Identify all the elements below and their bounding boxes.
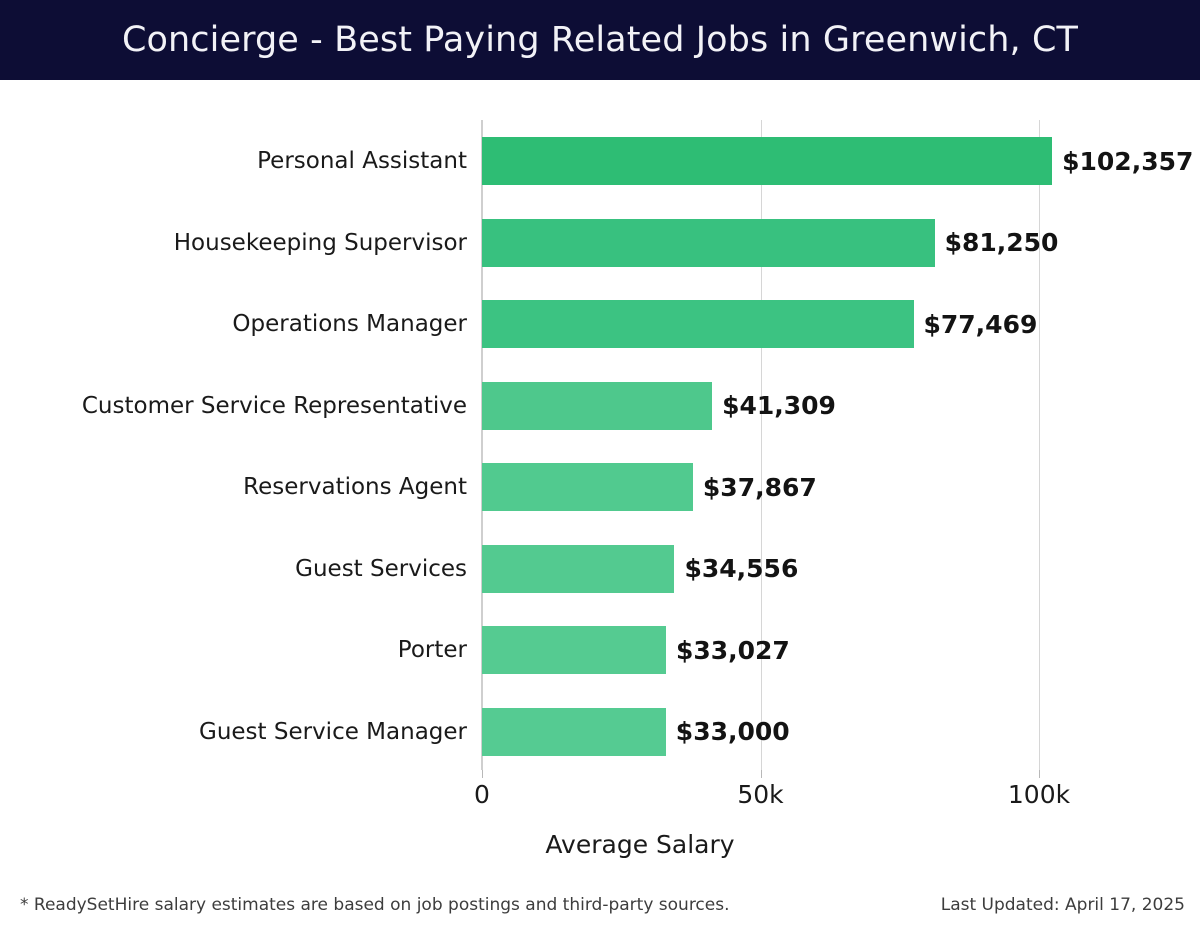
bar-category-label: Reservations Agent (243, 474, 467, 500)
footer-disclaimer: * ReadySetHire salary estimates are base… (20, 895, 730, 915)
x-tick-label: 0 (474, 780, 490, 809)
bar-category-label: Operations Manager (232, 311, 467, 337)
x-tick-mark (760, 770, 762, 778)
x-gridline (760, 120, 762, 770)
bar-value-label: $37,867 (702, 472, 817, 502)
bar-category-label: Guest Service Manager (199, 718, 467, 745)
bar[interactable] (482, 218, 935, 267)
bar-row[interactable]: Housekeeping Supervisor $81,250 (0, 202, 1200, 284)
bar[interactable] (482, 137, 1053, 185)
bar-row[interactable]: Customer Service Representative $41,309 (0, 365, 1200, 447)
bar-category-label: Customer Service Representative (81, 392, 467, 419)
bar-category-label: Porter (397, 637, 467, 663)
bar-row[interactable]: Reservations Agent $37,867 (0, 446, 1200, 528)
chart-footer: * ReadySetHire salary estimates are base… (0, 895, 1200, 940)
bar[interactable] (482, 544, 675, 593)
bar-value-label: $34,556 (684, 554, 799, 583)
bar-value-label: $33,000 (675, 717, 790, 746)
bar-row[interactable]: Guest Services $34,556 (0, 528, 1200, 610)
chart-header-band: Concierge - Best Paying Related Jobs in … (0, 0, 1200, 80)
y-axis-spine (481, 120, 483, 770)
x-axis-title: Average Salary (0, 830, 1200, 859)
bar[interactable] (482, 463, 693, 511)
bar[interactable] (482, 381, 713, 430)
bar-row[interactable]: Guest Service Manager $33,000 (0, 691, 1200, 773)
x-gridline (1039, 120, 1040, 770)
x-tick-mark (1039, 770, 1040, 778)
bar-value-label: $33,027 (675, 635, 790, 665)
x-tick-label: 100k (1007, 780, 1071, 809)
x-tick-label: 50k (737, 780, 784, 809)
bar-category-label: Housekeeping Supervisor (173, 229, 467, 256)
bar-row[interactable]: Personal Assistant $102,357 (0, 120, 1200, 202)
page-title: Concierge - Best Paying Related Jobs in … (121, 19, 1079, 60)
x-tick-mark (482, 770, 483, 778)
bar-category-label: Personal Assistant (257, 148, 467, 174)
bar-value-label: $41,309 (722, 391, 836, 420)
footer-last-updated: Last Updated: April 17, 2025 (940, 895, 1185, 915)
x-axis-title-text: Average Salary (545, 830, 735, 859)
bar-value-label: $81,250 (944, 228, 1059, 257)
bar-value-label: $77,469 (923, 309, 1038, 339)
bar[interactable] (482, 707, 666, 756)
bar-row[interactable]: Porter $33,027 (0, 609, 1200, 691)
bar[interactable] (482, 300, 914, 348)
bar-row[interactable]: Operations Manager $77,469 (0, 283, 1200, 365)
bar[interactable] (482, 626, 666, 674)
bar-value-label: $102,357 (1062, 146, 1194, 176)
plot-area: Personal Assistant $102,357 Housekeeping S… (0, 80, 1200, 880)
bar-category-label: Guest Services (295, 555, 467, 582)
